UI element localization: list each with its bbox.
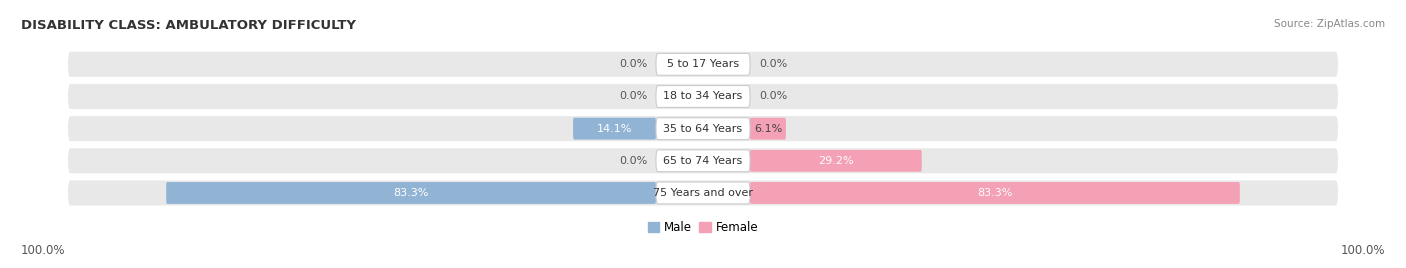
Text: 100.0%: 100.0% bbox=[21, 244, 66, 257]
Text: 0.0%: 0.0% bbox=[619, 91, 647, 102]
Text: 0.0%: 0.0% bbox=[759, 59, 787, 69]
Text: 75 Years and over: 75 Years and over bbox=[652, 188, 754, 198]
FancyBboxPatch shape bbox=[749, 182, 1240, 204]
FancyBboxPatch shape bbox=[657, 53, 749, 75]
Text: 83.3%: 83.3% bbox=[977, 188, 1012, 198]
FancyBboxPatch shape bbox=[749, 118, 786, 140]
Text: 18 to 34 Years: 18 to 34 Years bbox=[664, 91, 742, 102]
Legend: Male, Female: Male, Female bbox=[643, 216, 763, 239]
FancyBboxPatch shape bbox=[67, 116, 1339, 141]
FancyBboxPatch shape bbox=[657, 118, 749, 140]
FancyBboxPatch shape bbox=[67, 180, 1339, 206]
FancyBboxPatch shape bbox=[749, 150, 922, 172]
FancyBboxPatch shape bbox=[166, 182, 657, 204]
Text: 0.0%: 0.0% bbox=[759, 91, 787, 102]
Text: Source: ZipAtlas.com: Source: ZipAtlas.com bbox=[1274, 19, 1385, 29]
Text: 35 to 64 Years: 35 to 64 Years bbox=[664, 124, 742, 134]
FancyBboxPatch shape bbox=[67, 148, 1339, 173]
FancyBboxPatch shape bbox=[657, 150, 749, 172]
Text: 6.1%: 6.1% bbox=[754, 124, 782, 134]
Text: 5 to 17 Years: 5 to 17 Years bbox=[666, 59, 740, 69]
FancyBboxPatch shape bbox=[67, 52, 1339, 77]
Text: 65 to 74 Years: 65 to 74 Years bbox=[664, 156, 742, 166]
FancyBboxPatch shape bbox=[67, 84, 1339, 109]
Text: 14.1%: 14.1% bbox=[596, 124, 633, 134]
Text: 0.0%: 0.0% bbox=[619, 156, 647, 166]
Text: 0.0%: 0.0% bbox=[619, 59, 647, 69]
Text: DISABILITY CLASS: AMBULATORY DIFFICULTY: DISABILITY CLASS: AMBULATORY DIFFICULTY bbox=[21, 19, 356, 32]
FancyBboxPatch shape bbox=[657, 85, 749, 107]
FancyBboxPatch shape bbox=[657, 182, 749, 204]
Text: 83.3%: 83.3% bbox=[394, 188, 429, 198]
Text: 29.2%: 29.2% bbox=[818, 156, 853, 166]
Text: 100.0%: 100.0% bbox=[1340, 244, 1385, 257]
FancyBboxPatch shape bbox=[574, 118, 657, 140]
